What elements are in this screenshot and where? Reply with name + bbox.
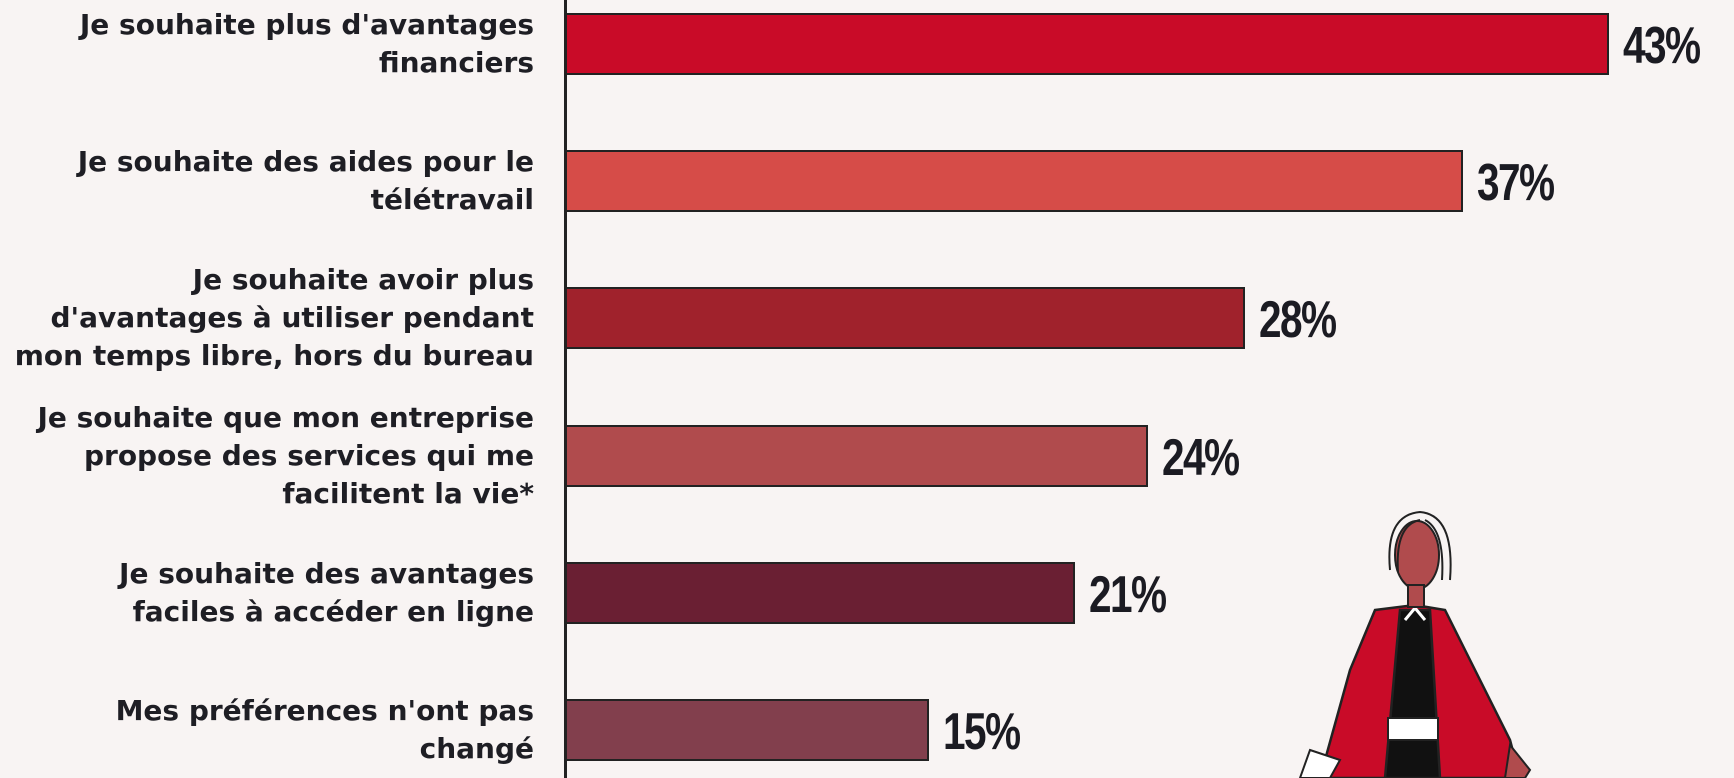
bar: [565, 424, 1148, 487]
axis-line: [564, 0, 567, 778]
bar: [565, 699, 930, 761]
value-label: 21%: [1088, 565, 1167, 624]
illustration: [1298, 510, 1532, 778]
value-label: 37%: [1477, 154, 1555, 213]
category-label: Mes préférences n'ont pas changé: [115, 694, 534, 765]
category-label: Je souhaite plus d'avantages financiers: [79, 8, 534, 79]
value-label: 28%: [1258, 291, 1337, 350]
bar: [565, 150, 1464, 213]
category-label: Je souhaite des avantages faciles à accé…: [119, 556, 534, 628]
category-label: Je souhaite que mon entreprise propose d…: [37, 400, 534, 510]
value-label: 43%: [1623, 17, 1701, 75]
category-label: Je souhaite avoir plus d'avantages à uti…: [14, 263, 534, 373]
category-label: Je souhaite des aides pour le télétravai…: [77, 145, 534, 217]
bar: [565, 287, 1245, 350]
value-label: 24%: [1161, 428, 1240, 487]
value-label: 15%: [943, 703, 1021, 761]
bar: [565, 561, 1075, 624]
bar: [565, 13, 1610, 75]
